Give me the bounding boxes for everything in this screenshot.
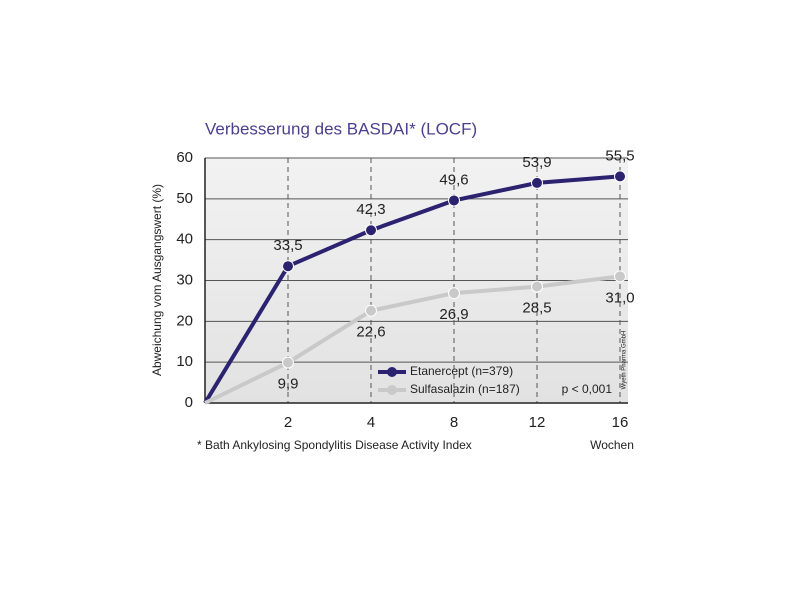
data-label: 53,9 (522, 154, 551, 171)
chart-title: Verbesserung des BASDAI* (LOCF) (205, 119, 477, 138)
data-point (448, 287, 460, 300)
legend-label: Etanercept (n=379) (410, 364, 513, 378)
y-tick-label: 40 (176, 231, 193, 248)
data-label: 9,9 (278, 376, 299, 393)
legend: Etanercept (n=379) Sulfasalazin (n=187) (378, 364, 520, 396)
data-point (614, 270, 626, 283)
data-label: 33,5 (273, 237, 302, 254)
x-tick-label: 12 (529, 414, 546, 431)
data-point (531, 280, 543, 293)
source: Wyeth Pharma GmbH (622, 331, 628, 390)
x-tick-label: 4 (367, 414, 375, 431)
data-label: 31,0 (605, 289, 634, 306)
x-tick-label: 16 (612, 414, 629, 431)
data-point (365, 224, 377, 237)
footnote: * Bath Ankylosing Spondylitis Disease Ac… (197, 438, 472, 452)
data-point (365, 304, 377, 317)
y-tick-label: 50 (176, 190, 193, 207)
data-point (448, 194, 460, 207)
x-tick-label: 2 (284, 414, 292, 431)
annotation: p < 0,001 (562, 382, 613, 396)
data-label: 55,5 (605, 147, 634, 164)
data-label: 28,5 (522, 300, 551, 317)
x-tick-label: 8 (450, 414, 458, 431)
x-axis-unit: Wochen (590, 438, 634, 452)
y-tick-label: 0 (185, 394, 193, 411)
series-line (203, 174, 621, 405)
y-axis-label: Abweichung vom Ausgangswert (%) (150, 184, 164, 376)
y-tick-label: 30 (176, 271, 193, 288)
legend-label: Sulfasalazin (n=187) (410, 382, 520, 396)
data-point (531, 176, 543, 189)
data-point (614, 170, 626, 183)
data-point (282, 260, 294, 273)
legend-marker (387, 367, 397, 377)
y-tick-label: 10 (176, 353, 193, 370)
data-label: 42,3 (356, 201, 385, 218)
data-point (282, 356, 294, 369)
series-line (204, 274, 621, 405)
data-label: 26,9 (439, 306, 468, 323)
legend-marker (387, 385, 397, 395)
data-label: 22,6 (356, 324, 385, 341)
y-tick-label: 60 (176, 149, 193, 166)
data-label: 49,6 (439, 171, 468, 188)
y-tick-label: 20 (176, 312, 193, 329)
